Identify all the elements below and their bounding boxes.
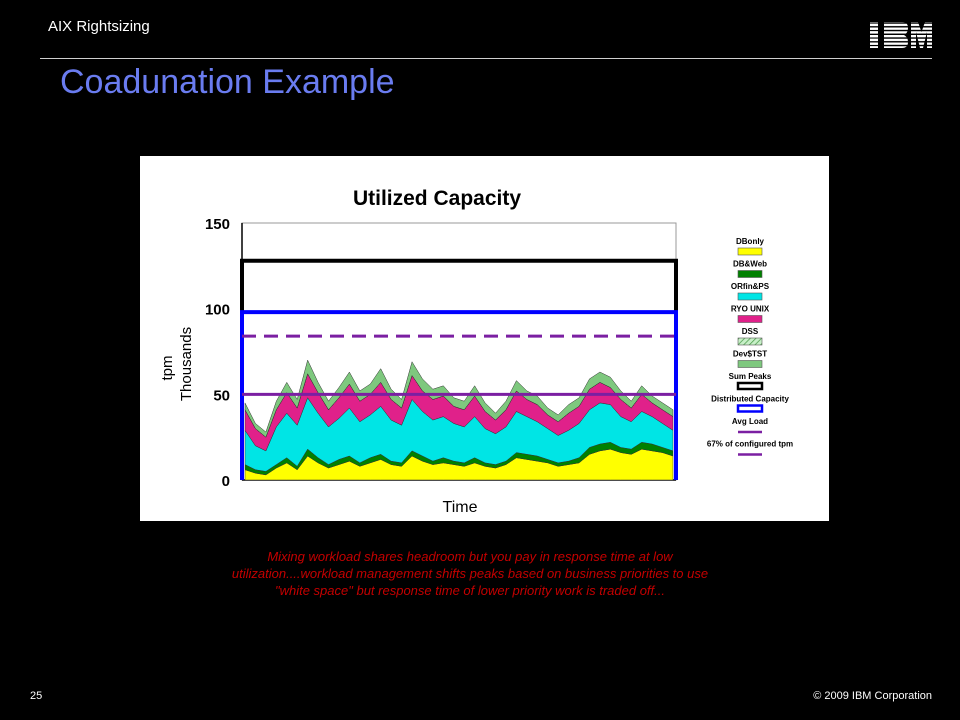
header-divider [40, 58, 932, 59]
legend-label-dss: DSS [742, 327, 759, 336]
legend-label-sum-peaks: Sum Peaks [729, 372, 772, 381]
chart-title: Utilized Capacity [353, 187, 521, 210]
y-axis-label-units: tpm [159, 355, 176, 380]
legend-label-67-of-configured-tpm: 67% of configured tpm [707, 440, 793, 449]
copyright: © 2009 IBM Corporation [813, 690, 932, 702]
y-tick-label: 50 [213, 387, 230, 404]
section-label: AIX Rightsizing [48, 18, 150, 35]
area-dev-tst [244, 359, 674, 438]
legend-label-dev-tst: Dev$TST [733, 350, 767, 359]
reference-distributed-capacity [240, 310, 678, 480]
slide-title: Coadunation Example [60, 63, 395, 101]
utilized-capacity-chart: Utilized Capacity Time tpm Thousands 150… [159, 187, 793, 516]
y-axis-label-scale: Thousands [178, 327, 195, 401]
y-tick-label: 150 [205, 216, 230, 233]
y-tick-label: 0 [222, 473, 230, 490]
legend-swatch-dev-tst [737, 360, 763, 368]
legend-label-dbonly: DBonly [736, 237, 765, 246]
legend-swatch-dss [737, 337, 763, 346]
legend-swatch-distributed-capacity [736, 404, 764, 413]
legend-swatch-dbonly [737, 247, 763, 256]
caption-line-2: utilization....workload management shift… [231, 566, 709, 581]
y-tick-label: 100 [205, 302, 230, 319]
x-axis-label: Time [443, 499, 478, 516]
legend-swatch-sum-peaks [736, 381, 764, 391]
chart-panel: Utilized Capacity Time tpm Thousands 150… [140, 156, 829, 521]
ibm-logo [867, 22, 932, 48]
legend-label-db-web: DB&Web [733, 260, 767, 269]
legend-swatch-orfin-ps [737, 292, 763, 301]
caption-line-1: Mixing workload shares headroom but you … [267, 549, 673, 564]
legend-label-distributed-capacity: Distributed Capacity [711, 395, 789, 404]
page-number: 25 [30, 690, 43, 702]
legend-label-ryo-unix: RYO UNIX [731, 305, 770, 314]
caption-line-3: "white space" but response time of lower… [274, 583, 665, 598]
legend-label-avg-load: Avg Load [732, 417, 768, 426]
slide-caption: Mixing workload shares headroom but you … [170, 548, 770, 599]
legend-label-orfin-ps: ORfin&PS [731, 282, 770, 291]
legend-swatch-db-web [737, 270, 763, 278]
legend-swatch-ryo-unix [737, 315, 763, 323]
